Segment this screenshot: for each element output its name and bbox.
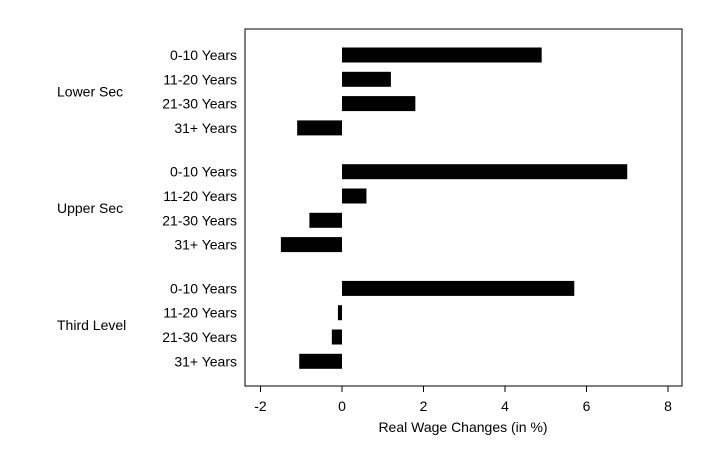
- bar-upper-sec-3: [309, 212, 342, 228]
- x-tick-label: 2: [420, 398, 428, 414]
- bar-lower-sec-4: [297, 120, 342, 136]
- bar-upper-sec-1: [342, 164, 628, 180]
- bar-third-level-1: [342, 280, 575, 296]
- x-tick-label: 8: [664, 398, 672, 414]
- category-label: 31+ Years: [174, 120, 237, 136]
- group-labels: Lower Sec Upper Sec Third Level: [57, 83, 126, 332]
- category-labels: 0-10 Years 11-20 Years 21-30 Years 31+ Year…: [162, 47, 237, 369]
- bar-upper-sec-2: [342, 188, 367, 204]
- bar-third-level-4: [299, 353, 342, 369]
- x-tick-label: 4: [501, 398, 509, 414]
- group-label-lower-sec: Lower Sec: [57, 83, 123, 99]
- x-tick-label: 6: [583, 398, 591, 414]
- x-axis-label: Real Wage Changes (in %): [378, 419, 547, 435]
- category-label: 11-20 Years: [163, 305, 237, 321]
- x-tick-label: -2: [254, 398, 267, 414]
- bar-third-level-2: [337, 305, 342, 321]
- category-label: 21-30 Years: [162, 329, 237, 345]
- category-label: 21-30 Years: [162, 212, 237, 228]
- category-label: 21-30 Years: [162, 96, 237, 112]
- category-label: 31+ Years: [174, 353, 237, 369]
- category-label: 0-10 Years: [170, 47, 237, 63]
- group-label-third-level: Third Level: [57, 317, 126, 333]
- bar-upper-sec-4: [280, 237, 342, 253]
- group-label-upper-sec: Upper Sec: [57, 200, 123, 216]
- x-tick-label: 0: [338, 398, 346, 414]
- category-label: 11-20 Years: [163, 188, 237, 204]
- x-axis: -2 0 2 4 6 8: [254, 386, 672, 414]
- bars-layer: [280, 47, 628, 369]
- category-label: 31+ Years: [174, 237, 237, 253]
- category-label: 11-20 Years: [163, 71, 237, 87]
- bar-lower-sec-1: [342, 47, 542, 63]
- bar-third-level-3: [331, 329, 342, 345]
- bar-lower-sec-3: [342, 96, 416, 112]
- plot-frame: [244, 28, 683, 387]
- category-label: 0-10 Years: [170, 280, 237, 296]
- bar-lower-sec-2: [342, 71, 391, 87]
- category-label: 0-10 Years: [170, 164, 237, 180]
